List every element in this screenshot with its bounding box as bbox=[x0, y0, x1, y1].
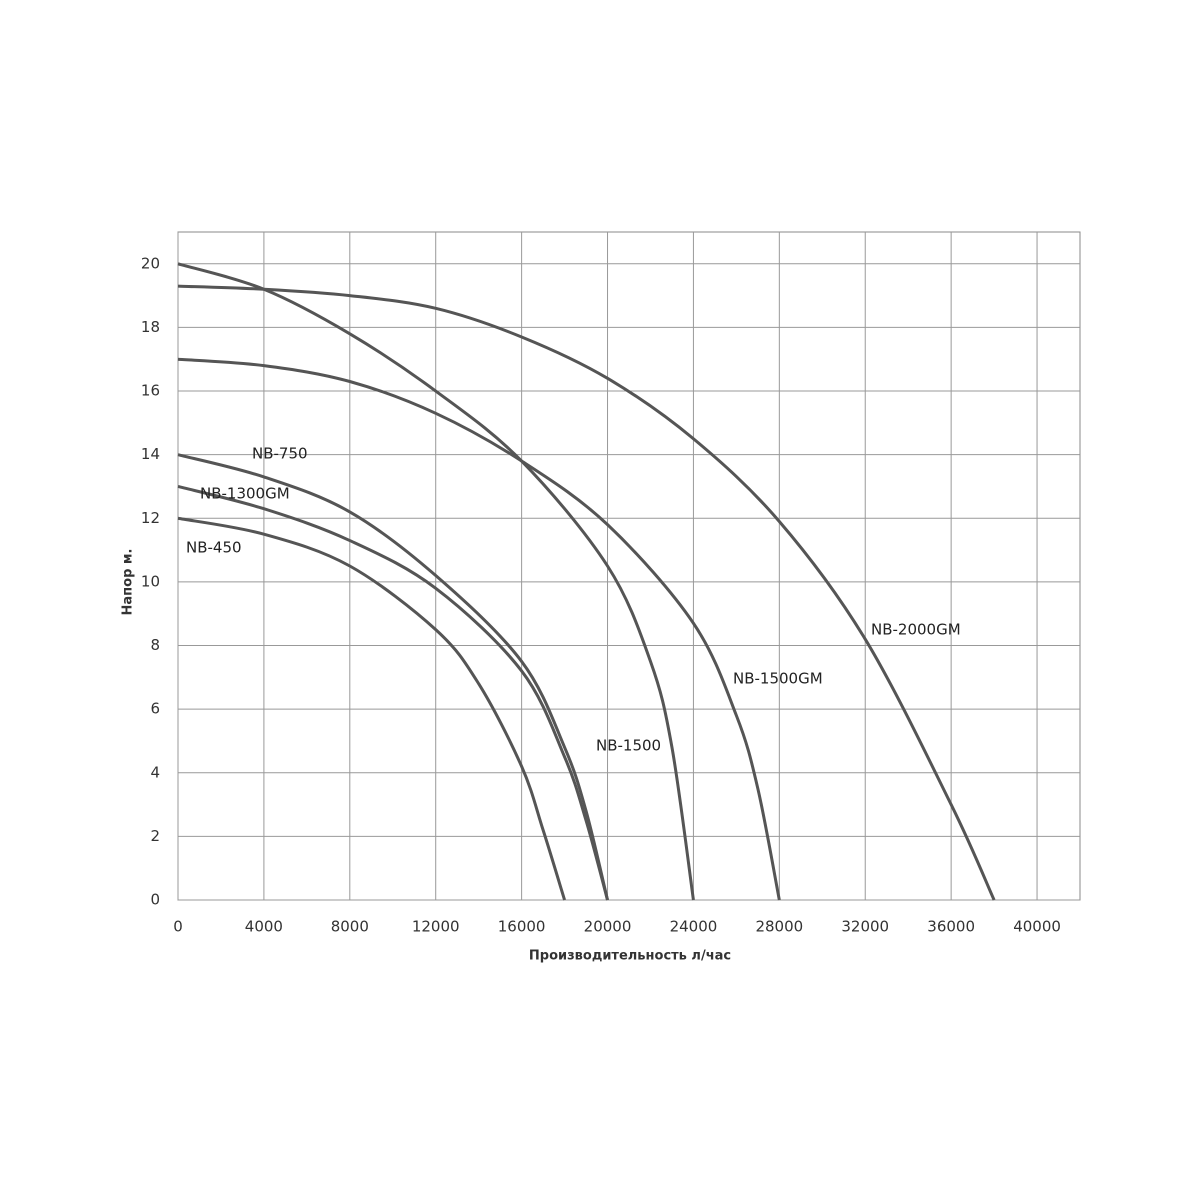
y-axis-title: Напор м. bbox=[121, 549, 136, 616]
y-tick-label: 14 bbox=[141, 445, 160, 463]
x-tick-label: 32000 bbox=[841, 918, 889, 936]
y-tick-label: 0 bbox=[150, 891, 160, 909]
y-tick-label: 2 bbox=[150, 827, 160, 845]
x-tick-label: 4000 bbox=[245, 918, 283, 936]
x-tick-label: 36000 bbox=[927, 918, 975, 936]
y-tick-label: 4 bbox=[150, 763, 160, 781]
x-tick-label: 8000 bbox=[331, 918, 369, 936]
x-tick-label: 28000 bbox=[755, 918, 803, 936]
y-tick-label: 12 bbox=[141, 509, 160, 527]
series-line bbox=[177, 262, 695, 901]
x-tick-label: 20000 bbox=[584, 918, 632, 936]
y-tick-label: 6 bbox=[150, 700, 160, 718]
x-axis-title: Производительность л/час bbox=[529, 949, 731, 964]
series-label: NB-750 bbox=[252, 445, 308, 463]
series-line bbox=[177, 516, 567, 901]
x-tick-label: 16000 bbox=[498, 918, 546, 936]
series-line bbox=[177, 284, 996, 901]
series-label: NB-1500GM bbox=[733, 670, 823, 688]
plot-frame bbox=[177, 231, 1081, 901]
series-line bbox=[177, 453, 609, 901]
y-tick-label: 8 bbox=[150, 636, 160, 654]
series-line bbox=[177, 485, 609, 901]
y-tick-label: 10 bbox=[141, 572, 160, 590]
x-tick-label: 40000 bbox=[1013, 918, 1061, 936]
y-tick-label: 16 bbox=[141, 382, 160, 400]
series-label: NB-450 bbox=[186, 539, 242, 557]
y-tick-label: 20 bbox=[141, 254, 160, 272]
x-tick-label: 0 bbox=[173, 918, 183, 936]
x-tick-label: 12000 bbox=[412, 918, 460, 936]
series-line bbox=[177, 357, 781, 901]
y-tick-label: 18 bbox=[141, 318, 160, 336]
series-label: NB-1300GM bbox=[200, 485, 290, 503]
series-label: NB-1500 bbox=[596, 737, 661, 755]
x-tick-label: 24000 bbox=[670, 918, 718, 936]
series-label: NB-2000GM bbox=[871, 621, 961, 639]
